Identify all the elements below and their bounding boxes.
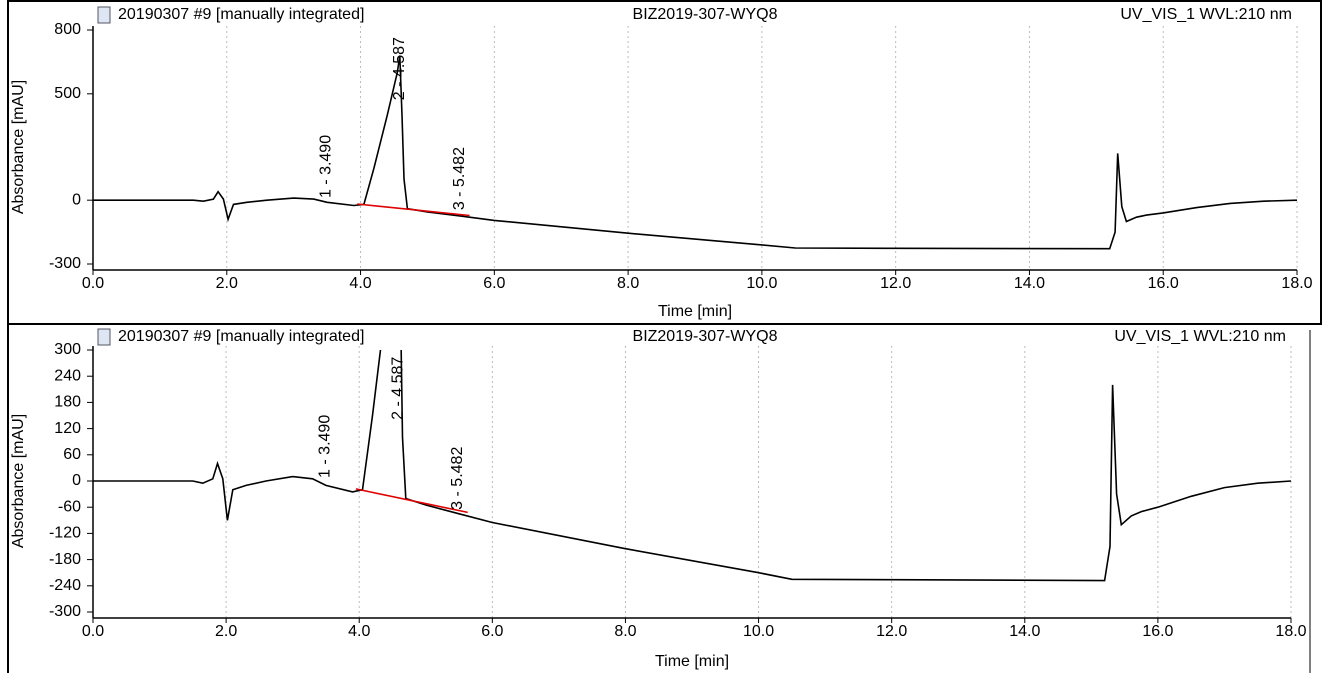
x-tick-label: 6.0 — [483, 275, 505, 292]
x-tick-label: 16.0 — [1148, 275, 1179, 292]
x-tick-label: 4.0 — [348, 623, 370, 640]
panel-frame — [7, 0, 1322, 325]
x-tick-label: 10.0 — [746, 275, 777, 292]
x-tick-label: 8.0 — [614, 623, 636, 640]
x-tick-label: 6.0 — [481, 623, 503, 640]
y-tick-label: 500 — [54, 85, 81, 102]
header-name: BIZ2019-307-WYQ8 — [633, 6, 778, 23]
y-tick-label: -180 — [49, 551, 81, 568]
y-tick-label: -300 — [49, 255, 81, 272]
peak-label: 2 - 4.587 — [390, 357, 407, 420]
trace — [93, 55, 1297, 250]
x-axis-label: Time [min] — [655, 653, 729, 670]
x-tick-label: 4.0 — [349, 275, 371, 292]
x-axis-label: Time [min] — [658, 303, 732, 320]
x-tick-label: 2.0 — [216, 275, 238, 292]
plot-area — [93, 55, 1297, 250]
y-tick-label: 60 — [63, 446, 81, 463]
peak-label: 1 - 3.490 — [318, 135, 335, 198]
x-tick-label: 14.0 — [1014, 275, 1045, 292]
peak-label: 2 - 4.587 — [391, 37, 408, 100]
y-tick-label: -300 — [49, 603, 81, 620]
x-tick-label: 14.0 — [1009, 623, 1040, 640]
plot-area — [93, 350, 1291, 582]
peak-label: 3 - 5.482 — [449, 447, 466, 510]
method-icon — [97, 328, 111, 346]
baseline — [357, 203, 470, 217]
x-tick-label: 8.0 — [617, 275, 639, 292]
header-channel: UV_VIS_1 WVL:210 nm — [1120, 6, 1292, 23]
y-axis-label: Absorbance [mAU] — [10, 414, 27, 548]
x-tick-label: 0.0 — [82, 275, 104, 292]
x-tick-label: 18.0 — [1275, 623, 1306, 640]
header-sample: 20190307 #9 [manually integrated] — [118, 328, 364, 345]
header-channel: UV_VIS_1 WVL:210 nm — [1114, 328, 1286, 345]
x-tick-label: 18.0 — [1281, 275, 1312, 292]
baseline — [355, 488, 468, 514]
x-tick-label: 12.0 — [880, 275, 911, 292]
header-name: BIZ2019-307-WYQ8 — [633, 328, 778, 345]
peak-label: 3 - 5.482 — [451, 147, 468, 210]
y-tick-label: 0 — [72, 472, 81, 489]
y-tick-label: 800 — [54, 21, 81, 38]
method-icon — [97, 6, 111, 24]
y-tick-label: -120 — [49, 525, 81, 542]
x-tick-label: 12.0 — [876, 623, 907, 640]
y-tick-label: 0 — [72, 191, 81, 208]
y-tick-label: 300 — [54, 341, 81, 358]
y-tick-label: 120 — [54, 420, 81, 437]
x-tick-label: 2.0 — [215, 623, 237, 640]
y-tick-label: 240 — [54, 367, 81, 384]
y-axis-label: Absorbance [mAU] — [10, 80, 27, 214]
x-tick-label: 16.0 — [1142, 623, 1173, 640]
header-sample: 20190307 #9 [manually integrated] — [118, 6, 364, 23]
x-tick-label: 10.0 — [743, 623, 774, 640]
trace — [93, 350, 1291, 582]
x-tick-label: 0.0 — [82, 623, 104, 640]
y-tick-label: -240 — [49, 577, 81, 594]
y-tick-label: 180 — [54, 394, 81, 411]
peak-label: 1 - 3.490 — [316, 415, 333, 478]
y-tick-label: -60 — [58, 498, 81, 515]
